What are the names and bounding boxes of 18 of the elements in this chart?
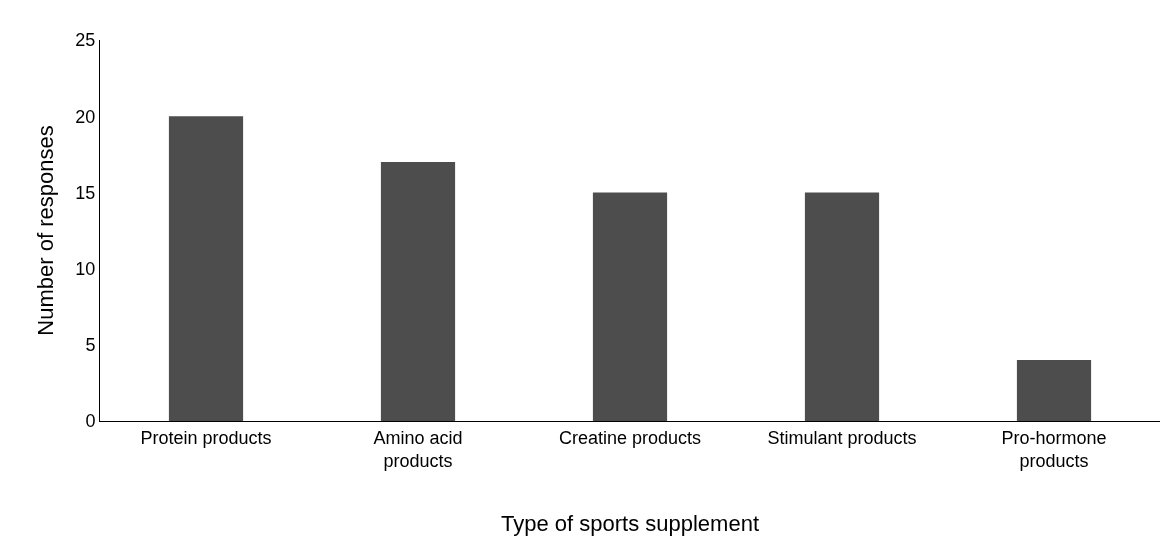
bar [804,192,880,421]
y-tick-label: 15 [75,182,96,203]
bar [1016,360,1092,421]
y-tick-label: 5 [85,335,96,356]
bar [168,116,244,421]
y-axis-title: Number of responses [33,125,59,336]
x-tick-label: Pro-hormone products [1001,427,1107,471]
x-tick-label: Protein products [140,427,272,448]
x-tick-label: Amino acid products [373,427,463,471]
bar [592,192,668,421]
x-tick-label: Stimulant products [767,427,917,448]
y-tick-label: 0 [85,411,96,432]
x-tick-label: Creatine products [558,427,702,448]
y-tick-label: 25 [75,30,96,51]
bar [380,161,456,421]
y-tick-label: 20 [75,106,96,127]
x-axis-title: Type of sports supplement [500,510,760,536]
y-tick-label: 10 [75,258,96,279]
